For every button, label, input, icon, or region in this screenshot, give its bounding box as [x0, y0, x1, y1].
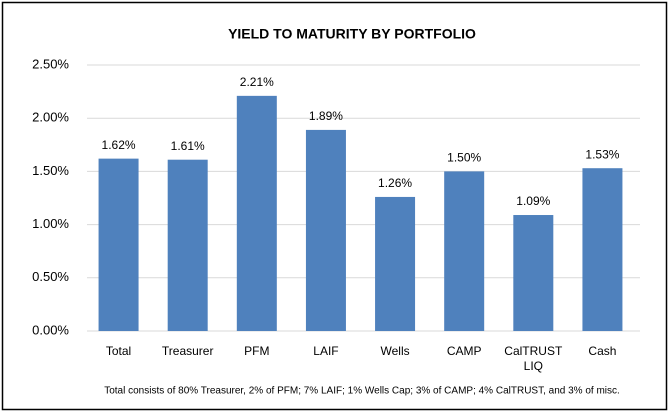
footnote: Total consists of 80% Treasurer, 2% of P…: [104, 386, 620, 397]
y-tick-label: 2.50%: [32, 56, 69, 71]
x-tick-label: Cash: [588, 344, 617, 358]
y-tick-label: 0.00%: [32, 322, 69, 337]
data-label: 1.26%: [378, 176, 412, 190]
data-label: 1.53%: [585, 147, 619, 161]
bar: [98, 158, 139, 331]
data-label: 1.50%: [447, 151, 481, 165]
x-tick-label: LAIF: [313, 344, 339, 358]
bar: [167, 159, 208, 331]
x-tick-label: Treasurer: [161, 344, 214, 358]
data-label: 1.09%: [516, 194, 550, 208]
y-tick-label: 1.00%: [32, 216, 69, 231]
x-tick-label: Total: [105, 344, 132, 358]
data-label: 1.89%: [309, 109, 343, 123]
bar: [236, 95, 277, 331]
x-tick-label: CAMP: [446, 344, 482, 358]
chart-title: YIELD TO MATURITY BY PORTFOLIO: [228, 26, 476, 42]
x-tick-label: PFM: [244, 344, 270, 358]
bar: [444, 171, 485, 331]
bar: [582, 168, 623, 331]
bar: [375, 196, 416, 331]
data-label: 2.21%: [240, 75, 274, 89]
y-tick-label: 0.50%: [32, 269, 69, 284]
y-tick-label: 2.00%: [32, 110, 69, 125]
data-label: 1.62%: [102, 138, 136, 152]
bar: [305, 129, 346, 331]
x-tick-label: Wells: [380, 344, 410, 358]
data-label: 1.61%: [171, 139, 205, 153]
y-tick-label: 1.50%: [32, 163, 69, 178]
x-tick-label: CalTRUST LIQ: [504, 344, 563, 373]
bar: [513, 215, 554, 331]
